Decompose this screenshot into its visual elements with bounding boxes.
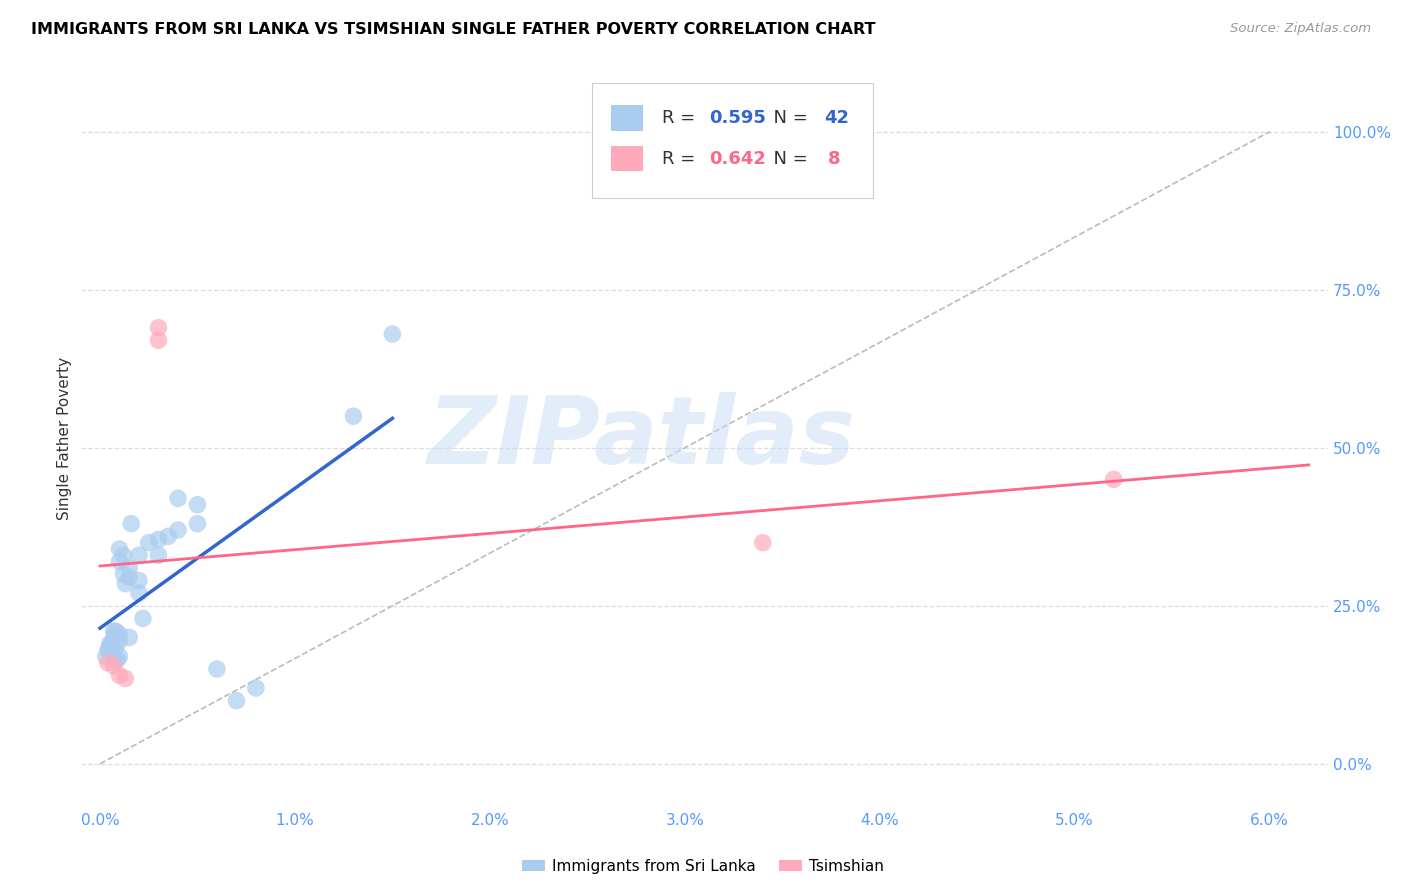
Text: R =: R = bbox=[662, 150, 702, 168]
Y-axis label: Single Father Poverty: Single Father Poverty bbox=[58, 357, 72, 520]
Point bbox=[118, 631, 141, 645]
Point bbox=[108, 649, 131, 664]
Point bbox=[94, 649, 117, 664]
Point bbox=[118, 570, 141, 584]
Point bbox=[114, 672, 136, 686]
Text: N =: N = bbox=[762, 109, 813, 127]
Text: ZIPatlas: ZIPatlas bbox=[427, 392, 856, 484]
Text: Source: ZipAtlas.com: Source: ZipAtlas.com bbox=[1230, 22, 1371, 36]
Point bbox=[148, 533, 170, 547]
Point bbox=[114, 576, 136, 591]
Point bbox=[128, 586, 150, 600]
Point bbox=[98, 640, 121, 654]
Point bbox=[186, 516, 208, 531]
Point bbox=[148, 334, 170, 348]
Text: N =: N = bbox=[762, 150, 818, 168]
Point bbox=[97, 656, 120, 670]
Point bbox=[98, 637, 121, 651]
Point bbox=[381, 326, 404, 341]
Point bbox=[138, 535, 160, 549]
Point bbox=[132, 611, 155, 625]
FancyBboxPatch shape bbox=[610, 105, 643, 130]
Point bbox=[148, 548, 170, 562]
Point bbox=[148, 320, 170, 334]
Text: 8: 8 bbox=[828, 150, 841, 168]
Point bbox=[103, 658, 125, 673]
Point bbox=[112, 567, 135, 582]
Point bbox=[186, 498, 208, 512]
Point bbox=[103, 624, 125, 639]
Point bbox=[157, 529, 180, 543]
Point bbox=[108, 668, 131, 682]
Point bbox=[104, 631, 127, 645]
Point bbox=[1102, 472, 1125, 486]
FancyBboxPatch shape bbox=[610, 146, 643, 171]
FancyBboxPatch shape bbox=[592, 83, 873, 198]
Point bbox=[97, 643, 120, 657]
Point bbox=[108, 541, 131, 556]
Point bbox=[108, 555, 131, 569]
Point bbox=[103, 649, 125, 664]
Point bbox=[107, 652, 129, 666]
Point bbox=[245, 681, 267, 695]
Point bbox=[128, 548, 150, 562]
Point bbox=[167, 491, 190, 506]
Text: 42: 42 bbox=[824, 109, 849, 127]
Point bbox=[108, 627, 131, 641]
Point bbox=[225, 693, 247, 707]
Point bbox=[167, 523, 190, 537]
Point bbox=[342, 409, 364, 424]
Point bbox=[104, 624, 127, 639]
Text: 0.595: 0.595 bbox=[709, 109, 766, 127]
Point bbox=[120, 516, 142, 531]
Point bbox=[205, 662, 228, 676]
Point bbox=[118, 561, 141, 575]
Point bbox=[128, 574, 150, 588]
Point bbox=[100, 637, 122, 651]
Text: 0.642: 0.642 bbox=[709, 150, 766, 168]
Point bbox=[104, 640, 127, 654]
Point bbox=[108, 633, 131, 648]
Text: IMMIGRANTS FROM SRI LANKA VS TSIMSHIAN SINGLE FATHER POVERTY CORRELATION CHART: IMMIGRANTS FROM SRI LANKA VS TSIMSHIAN S… bbox=[31, 22, 876, 37]
Point bbox=[103, 631, 125, 645]
Point bbox=[112, 548, 135, 562]
Legend: Immigrants from Sri Lanka, Tsimshian: Immigrants from Sri Lanka, Tsimshian bbox=[516, 853, 890, 880]
Point bbox=[100, 646, 122, 660]
Text: R =: R = bbox=[662, 109, 702, 127]
Point bbox=[752, 535, 775, 549]
